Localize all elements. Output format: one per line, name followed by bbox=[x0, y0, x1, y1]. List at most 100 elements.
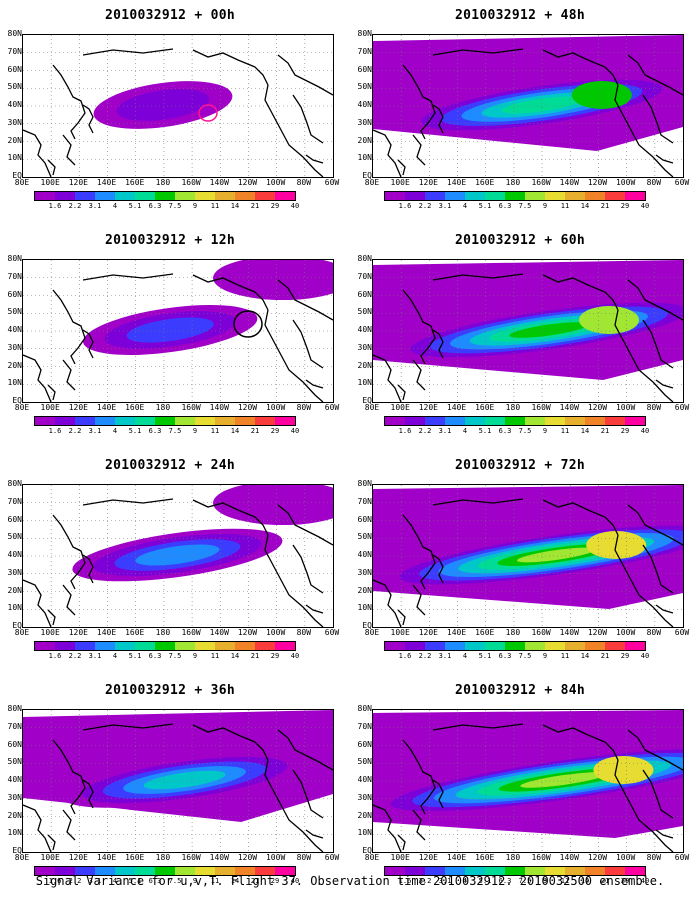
colorbar-swatch bbox=[525, 417, 545, 425]
colorbar-label: 4 bbox=[462, 427, 468, 435]
colorbar-swatch bbox=[505, 642, 525, 650]
colorbar-swatch bbox=[605, 642, 625, 650]
colorbar-swatch bbox=[385, 192, 405, 200]
colorbar-swatch bbox=[195, 642, 215, 650]
signal-contour bbox=[520, 772, 607, 788]
colorbar-swatch bbox=[585, 642, 605, 650]
signal-contour bbox=[213, 485, 333, 525]
colorbar-label: 40 bbox=[290, 652, 300, 660]
colorbar-label: 6.3 bbox=[148, 427, 162, 435]
longitude-label: 180 bbox=[505, 853, 521, 862]
latitude-label: 10N bbox=[357, 378, 372, 388]
colorbar-label: 40 bbox=[640, 877, 650, 885]
longitude-label: 100W bbox=[265, 403, 286, 412]
colorbar-swatch bbox=[35, 867, 55, 875]
colorbar-label: 4 bbox=[462, 652, 468, 660]
colorbar-swatch bbox=[215, 192, 235, 200]
colorbar-label: 7.5 bbox=[518, 877, 532, 885]
longitude-label: 80W bbox=[646, 178, 662, 187]
coastline bbox=[432, 498, 524, 506]
longitude-label: 100W bbox=[615, 853, 636, 862]
longitude-label: 140W bbox=[209, 403, 229, 412]
coastline bbox=[292, 319, 324, 369]
coastline bbox=[277, 279, 333, 321]
coastline bbox=[23, 129, 52, 177]
longitude-label: 60W bbox=[324, 628, 340, 637]
coastline bbox=[655, 604, 674, 614]
latitude-label: 40N bbox=[357, 100, 372, 109]
latitude-label: EQ bbox=[12, 621, 22, 630]
colorbar-label: 4 bbox=[112, 427, 118, 435]
signal-contour bbox=[571, 81, 632, 109]
longitude-label: 80E bbox=[364, 628, 380, 637]
colorbar-swatch bbox=[405, 867, 425, 875]
longitude-label: 140W bbox=[209, 853, 229, 862]
colorbar-label: 14 bbox=[230, 652, 240, 660]
colorbar bbox=[384, 416, 646, 426]
colorbar-label: 6.3 bbox=[498, 202, 512, 210]
colorbar-label: 29 bbox=[270, 877, 280, 885]
colorbar-label: 14 bbox=[580, 652, 590, 660]
coastline bbox=[305, 379, 324, 389]
colorbar-swatch bbox=[485, 192, 505, 200]
colorbar-swatch bbox=[485, 417, 505, 425]
coastline bbox=[373, 804, 402, 852]
coastline bbox=[52, 739, 86, 815]
coastline bbox=[52, 514, 86, 590]
coastline bbox=[62, 584, 76, 616]
latitude-label: 50N bbox=[357, 307, 372, 317]
longitude-label: 80W bbox=[646, 403, 662, 412]
longitude-label: 160W bbox=[531, 853, 551, 862]
coastline bbox=[192, 724, 269, 761]
signal-contour bbox=[517, 547, 596, 563]
colorbar-label: 7.5 bbox=[168, 427, 182, 435]
colorbar-label: 5.1 bbox=[128, 427, 142, 435]
longitude-label: 120W bbox=[237, 403, 258, 412]
longitude-label: 60W bbox=[674, 403, 690, 412]
coastline bbox=[397, 609, 406, 626]
longitude-label: 100W bbox=[265, 628, 286, 637]
longitude-label: 120W bbox=[587, 628, 608, 637]
longitude-label: 180 bbox=[505, 628, 521, 637]
figure-caption: Signal Variance for u,v,T. Flight 37. Ob… bbox=[35, 874, 665, 888]
colorbar-label: 40 bbox=[640, 427, 650, 435]
colorbar-swatch bbox=[255, 192, 275, 200]
colorbar-label: 1.6 bbox=[398, 202, 412, 210]
coastline bbox=[642, 769, 674, 819]
latitude-label: 70N bbox=[357, 271, 372, 281]
longitude-label: 60W bbox=[674, 853, 690, 862]
latitude-label: 20N bbox=[7, 360, 22, 370]
latitude-label: 40N bbox=[357, 325, 372, 334]
longitude-label: 60W bbox=[324, 403, 340, 412]
colorbar-swatch bbox=[135, 867, 155, 875]
latitude-label: EQ bbox=[362, 396, 372, 405]
colorbar-swatch bbox=[425, 192, 445, 200]
colorbar-label: 9 bbox=[542, 427, 548, 435]
longitude-label: 160W bbox=[181, 628, 201, 637]
coastline bbox=[655, 154, 674, 164]
map-plot bbox=[22, 484, 334, 628]
colorbar-label: 5.1 bbox=[128, 877, 142, 885]
coastline bbox=[642, 544, 674, 594]
colorbar-swatch bbox=[35, 192, 55, 200]
colorbar-swatch bbox=[625, 417, 645, 425]
coastline bbox=[23, 579, 52, 627]
longitude-label: 100E bbox=[40, 178, 60, 187]
longitude-label: 80E bbox=[364, 853, 380, 862]
colorbar-swatch bbox=[565, 867, 585, 875]
coastline bbox=[264, 84, 324, 177]
colorbar-swatch bbox=[95, 417, 115, 425]
longitude-label: 160W bbox=[181, 853, 201, 862]
signal-contour bbox=[116, 89, 210, 121]
colorbar-label: 1.6 bbox=[398, 427, 412, 435]
coastline bbox=[47, 159, 56, 176]
coastline bbox=[642, 319, 674, 369]
colorbar-label: 29 bbox=[270, 427, 280, 435]
observation-circle bbox=[198, 104, 218, 122]
colorbar-label: 3.1 bbox=[438, 427, 452, 435]
longitude-label: 60W bbox=[674, 178, 690, 187]
longitude-label: 80E bbox=[14, 853, 30, 862]
coastline bbox=[373, 579, 402, 627]
longitude-label: 160W bbox=[181, 403, 201, 412]
colorbar-swatch bbox=[525, 192, 545, 200]
